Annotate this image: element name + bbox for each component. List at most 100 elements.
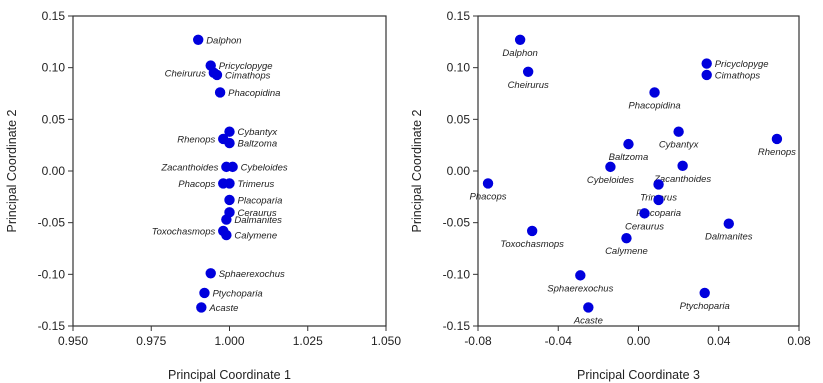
point-label: Ptychoparia: [212, 288, 262, 299]
data-point: [221, 229, 232, 241]
point-label: Calymene: [605, 246, 648, 257]
point-label: Cheirurus: [165, 68, 206, 79]
y-axis-label: Principal Coordinate 2: [410, 109, 424, 232]
x-tick-label: 0.04: [707, 334, 731, 348]
point-label: Trimerus: [238, 179, 275, 190]
data-point: [653, 179, 664, 190]
point-label: Dalphon: [502, 48, 537, 59]
point-label: Baltzoma: [609, 152, 649, 163]
data-point: [639, 208, 650, 219]
point-label: Ceraurus: [238, 208, 277, 219]
point-label: Zacanthoides: [653, 174, 711, 185]
data-point: [526, 225, 538, 237]
y-tick-label: 0.05: [42, 112, 66, 126]
y-tick-label: 0.15: [42, 9, 66, 23]
data-point: [522, 66, 534, 78]
y-axis-label: Principal Coordinate 2: [5, 109, 19, 232]
y-tick-label: -0.10: [38, 267, 66, 281]
data-point: [653, 194, 664, 206]
x-tick-label: 0.00: [627, 334, 651, 348]
data-point: [771, 133, 783, 145]
point-label: Rhenops: [177, 134, 215, 145]
point-label: Baltzoma: [238, 139, 278, 150]
data-point: [214, 87, 226, 98]
point-label: Cheirurus: [508, 80, 549, 91]
y-tick-label: -0.10: [443, 267, 471, 281]
point-label: Sphaerexochus: [219, 269, 285, 280]
data-point: [224, 194, 235, 206]
point-label: Cybantyx: [659, 140, 700, 151]
point-label: Sphaerexochus: [547, 283, 613, 294]
point-label: Dalmanites: [705, 232, 753, 243]
data-point: [199, 287, 210, 299]
y-tick-label: -0.05: [443, 216, 471, 230]
y-tick-label: -0.05: [38, 216, 66, 230]
point-label: Acaste: [208, 303, 238, 314]
data-point: [224, 126, 235, 137]
point-label: Dalphon: [206, 35, 241, 46]
data-point: [605, 161, 616, 173]
y-tick-label: 0.10: [447, 61, 471, 75]
data-point: [221, 214, 232, 225]
point-label: Phacopidina: [228, 88, 280, 99]
data-point: [583, 302, 594, 313]
x-tick-label: 1.050: [371, 334, 401, 348]
point-label: Toxochasmops: [152, 226, 216, 237]
y-tick-label: 0.15: [447, 9, 471, 23]
x-tick-label: 0.950: [58, 334, 88, 348]
x-axis-label: Principal Coordinate 3: [577, 368, 700, 382]
data-point: [621, 232, 632, 244]
x-tick-label: 1.025: [293, 334, 323, 348]
x-tick-label: 1.000: [214, 334, 244, 348]
y-tick-label: 0.00: [42, 164, 66, 178]
y-tick-label: 0.05: [447, 112, 471, 126]
data-point: [649, 87, 660, 98]
data-point: [701, 58, 712, 69]
x-tick-label: -0.04: [545, 334, 573, 348]
point-label: Cybantyx: [238, 127, 279, 138]
data-point: [699, 287, 710, 299]
data-point: [723, 218, 734, 229]
point-label: Phacopidina: [628, 100, 680, 111]
point-label: Placoparia: [636, 208, 681, 219]
data-point: [224, 137, 235, 149]
x-axis-label: Principal Coordinate 1: [168, 368, 291, 382]
point-label: Pricyclopyge: [219, 61, 273, 72]
point-label: Ceraurus: [625, 221, 664, 232]
point-label: Cybeloides: [587, 175, 634, 186]
data-point: [227, 161, 238, 173]
point-label: Calymene: [234, 231, 277, 242]
point-label: Cimathops: [715, 70, 761, 81]
data-point: [623, 138, 634, 150]
data-point: [575, 270, 586, 281]
x-tick-label: -0.08: [464, 334, 492, 348]
point-label: Phacops: [470, 191, 507, 202]
point-label: Acaste: [573, 315, 603, 326]
data-point: [193, 34, 204, 45]
point-label: Phacops: [178, 179, 215, 190]
point-label: Ptychoparia: [680, 301, 730, 312]
data-point: [482, 178, 494, 189]
point-label: Pricyclopyge: [715, 59, 769, 70]
x-tick-label: 0.08: [787, 334, 811, 348]
point-label: Cybeloides: [241, 162, 288, 173]
x-tick-label: 0.975: [136, 334, 166, 348]
data-point: [677, 160, 688, 172]
y-tick-label: -0.15: [443, 319, 471, 333]
point-label: Placoparia: [238, 195, 283, 206]
panel-left: 0.950 0.975 1.000 1.025 1.050 0.15 0.10 0.05 0.0…: [5, 9, 401, 382]
point-label: Toxochasmops: [500, 239, 564, 250]
data-point: [211, 69, 223, 81]
data-point: [701, 69, 712, 81]
data-point: [196, 302, 207, 313]
point-label: Zacanthoides: [160, 162, 218, 173]
point-label: Cimathops: [225, 70, 271, 81]
point-label: Dalmanites: [234, 215, 282, 226]
point-label: Rhenops: [758, 147, 796, 158]
data-point: [673, 126, 684, 137]
y-tick-label: -0.15: [38, 319, 66, 333]
data-point: [514, 34, 526, 45]
data-point: [205, 268, 216, 279]
panel-right: -0.08 -0.04 0.00 0.04 0.08 0.15 0.10 0.05 0.00 -0…: [410, 9, 811, 382]
